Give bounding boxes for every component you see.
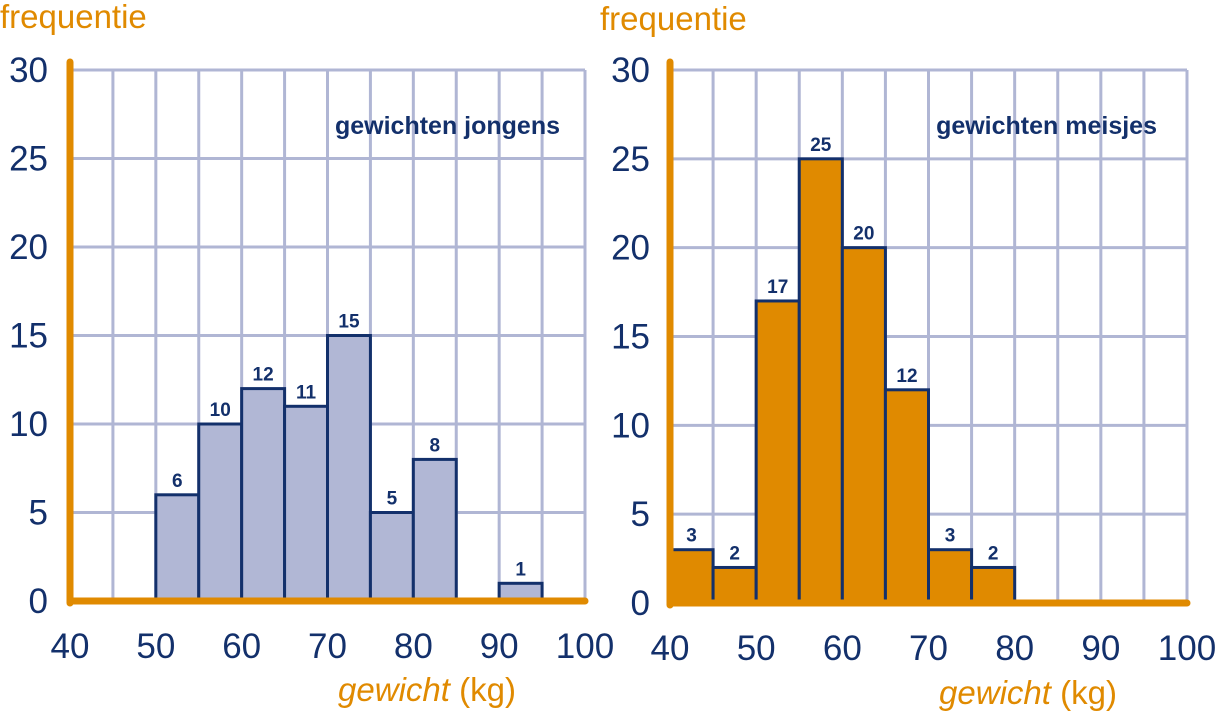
x-tick-label: 70 bbox=[308, 627, 347, 666]
y-tick-label: 5 bbox=[631, 495, 650, 534]
x-tick-label: 60 bbox=[222, 627, 261, 666]
x-tick-label: 80 bbox=[394, 627, 433, 666]
x-tick-label: 90 bbox=[480, 627, 519, 666]
histogram-bar bbox=[668, 548, 715, 605]
x-tick-label: 50 bbox=[136, 627, 175, 666]
bar-value-label: 20 bbox=[853, 224, 874, 245]
y-axis-title: frequentie bbox=[0, 0, 147, 35]
histogram-bar bbox=[754, 299, 801, 605]
x-axis-title-unit: (kg) bbox=[1051, 674, 1117, 711]
y-tick-label: 0 bbox=[631, 584, 650, 623]
y-tick-label: 0 bbox=[29, 582, 48, 621]
y-tick-label: 25 bbox=[611, 140, 650, 179]
y-tick-label: 25 bbox=[9, 140, 48, 179]
histogram-bar bbox=[883, 388, 931, 605]
bar-value-label: 10 bbox=[210, 400, 231, 421]
x-axis-title: gewicht (kg) bbox=[338, 671, 516, 708]
histogram-bar bbox=[283, 404, 330, 603]
bar-value-label: 8 bbox=[430, 435, 441, 456]
y-tick-label: 15 bbox=[611, 318, 650, 357]
y-tick-label: 15 bbox=[9, 317, 48, 356]
bar-value-label: 6 bbox=[172, 471, 183, 492]
y-tick-label: 30 bbox=[9, 51, 48, 90]
histogram-bar bbox=[797, 157, 844, 605]
y-tick-label: 30 bbox=[611, 51, 650, 90]
x-tick-label: 100 bbox=[1158, 629, 1216, 668]
bar-value-label: 2 bbox=[988, 543, 999, 564]
bar-value-label: 12 bbox=[253, 365, 274, 386]
y-tick-label: 10 bbox=[611, 406, 650, 445]
bar-value-label: 1 bbox=[515, 559, 526, 580]
histogram-bar bbox=[368, 511, 415, 603]
x-axis-title-quantity: gewicht bbox=[338, 671, 452, 708]
histogram-bar bbox=[411, 457, 458, 603]
bar-value-label: 2 bbox=[729, 543, 740, 564]
histogram-bar bbox=[840, 246, 887, 605]
bar-value-label: 3 bbox=[945, 526, 956, 547]
histogram-bar bbox=[197, 422, 244, 603]
x-tick-label: 60 bbox=[823, 629, 862, 668]
y-tick-label: 10 bbox=[9, 405, 48, 444]
bar-value-label: 12 bbox=[896, 366, 917, 387]
bar-value-label: 3 bbox=[686, 526, 697, 547]
chart-title: gewichten meisjes bbox=[936, 112, 1157, 140]
bars: 3 2 17 25 20 12 3 2 bbox=[668, 135, 1017, 605]
y-tick-label: 20 bbox=[9, 228, 48, 267]
histogram-bar bbox=[154, 493, 201, 603]
x-tick-label: 100 bbox=[556, 627, 614, 666]
bar-value-label: 25 bbox=[810, 135, 832, 156]
bars: 6 10 12 11 15 5 8 1 bbox=[154, 312, 544, 603]
x-axis-title-quantity: gewicht bbox=[939, 674, 1053, 711]
histogram-bar bbox=[970, 565, 1017, 605]
x-axis-title: gewicht (kg) bbox=[939, 674, 1117, 711]
y-tick-label: 20 bbox=[611, 229, 650, 268]
histogram-bar bbox=[326, 334, 372, 603]
y-tick-label: 5 bbox=[29, 494, 48, 533]
histogram-bar bbox=[927, 548, 974, 605]
x-tick-label: 40 bbox=[651, 629, 690, 668]
bar-value-label: 5 bbox=[387, 489, 398, 510]
y-axis-title: frequentie bbox=[600, 0, 747, 37]
x-axis-title-unit: (kg) bbox=[450, 671, 516, 708]
x-tick-label: 90 bbox=[1081, 629, 1120, 668]
x-tick-label: 70 bbox=[909, 629, 948, 668]
histogram-bar bbox=[240, 387, 287, 603]
x-tick-label: 80 bbox=[995, 629, 1034, 668]
bar-value-label: 17 bbox=[767, 277, 788, 298]
bar-value-label: 11 bbox=[296, 382, 317, 403]
chart-title: gewichten jongens bbox=[335, 112, 560, 140]
x-tick-label: 50 bbox=[737, 629, 776, 668]
histogram-bar bbox=[711, 565, 758, 605]
bar-value-label: 15 bbox=[338, 312, 360, 333]
x-tick-label: 40 bbox=[51, 627, 90, 666]
